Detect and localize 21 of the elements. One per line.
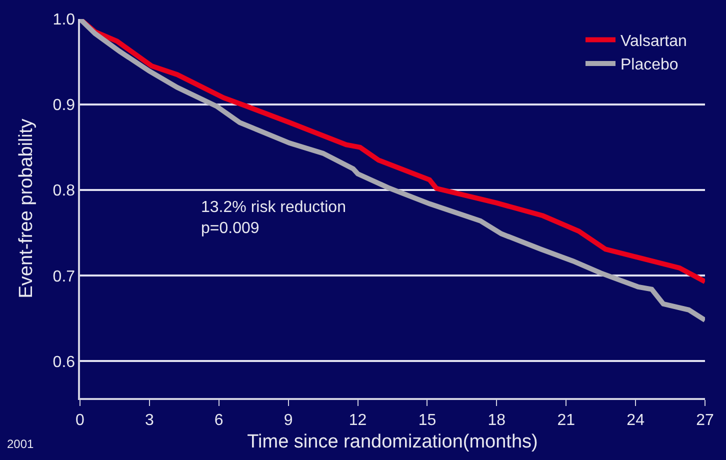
x-tick-label: 9 — [284, 412, 293, 429]
x-tick-label: 27 — [696, 412, 714, 429]
y-tick-label: 0.6 — [52, 354, 76, 371]
x-tick-label: 0 — [76, 412, 85, 429]
x-tick-label: 3 — [144, 412, 154, 429]
legend-label: Valsartan — [620, 32, 687, 50]
y-tick-label: 1.0 — [52, 12, 76, 29]
y-axis-title: Event-free probability — [16, 118, 38, 298]
x-tick-label: 6 — [214, 412, 224, 429]
x-tick-label: 12 — [348, 412, 367, 429]
text: 2001 — [7, 437, 34, 451]
x-tick-label: 15 — [418, 412, 436, 429]
x-tick-label: 18 — [488, 412, 506, 429]
x-axis-title: Time since randomization(months) — [247, 431, 538, 452]
y-tick-label: 0.9 — [52, 97, 76, 114]
x-tick-label: 21 — [557, 412, 576, 429]
annotation: 13.2% risk reduction p=0.009 — [201, 199, 346, 237]
legend-label: Placebo — [620, 56, 678, 74]
y-tick-label: 0.8 — [52, 182, 76, 200]
x-tick-label: 24 — [626, 412, 645, 429]
y-tick-label: 0.7 — [52, 268, 76, 286]
